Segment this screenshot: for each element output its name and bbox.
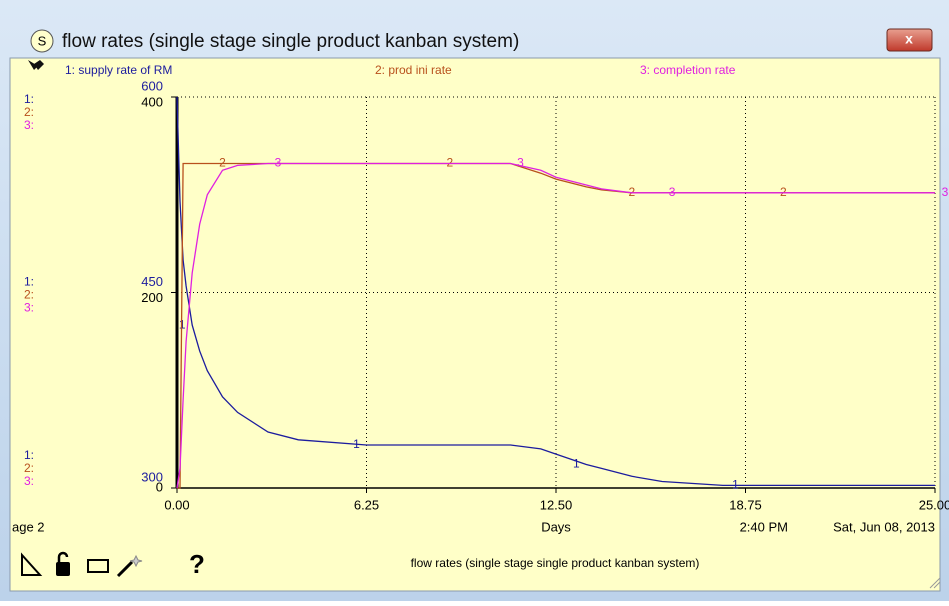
legend-entry: 2: prod ini rate <box>375 63 452 77</box>
page-icon[interactable] <box>21 552 43 576</box>
print-icon[interactable] <box>87 559 109 573</box>
lock-icon[interactable] <box>56 562 70 576</box>
curve-marker: 1 <box>353 437 360 451</box>
x-axis-label: Days <box>541 519 571 534</box>
x-tick-label: 0.00 <box>164 497 189 512</box>
time-label: 2:40 PM <box>740 519 788 534</box>
resize-grip[interactable] <box>929 577 941 589</box>
graph-pad <box>9 57 941 592</box>
curve-marker: 1 <box>732 478 739 492</box>
wand-spark <box>129 554 143 568</box>
app-icon-letter: S <box>38 33 47 48</box>
scale-marker: 2: <box>24 461 34 475</box>
close-button[interactable] <box>886 28 933 52</box>
y-tick-label: 600 <box>141 78 163 93</box>
toolbar <box>21 551 143 578</box>
x-tick-label: 25.00 <box>919 497 949 512</box>
curve-marker: 3 <box>669 185 676 199</box>
y-tick-label: 300 <box>141 469 163 484</box>
curve-marker: 2 <box>219 156 226 170</box>
graph-caption: flow rates (single stage single product … <box>411 556 700 570</box>
scale-marker: 2: <box>24 288 34 302</box>
help-button[interactable]: ? <box>189 549 205 579</box>
pin-icon <box>28 60 44 70</box>
series-line <box>176 96 935 487</box>
legend-entry: 3: completion rate <box>640 63 736 77</box>
scale-marker: 3: <box>24 118 34 132</box>
curve-marker: 2 <box>628 185 635 199</box>
curve-marker: 3 <box>275 156 282 170</box>
page-label: age 2 <box>12 519 45 534</box>
app-icon <box>30 29 54 53</box>
lock-shackle <box>57 551 69 562</box>
scale-marker: 1: <box>24 448 34 462</box>
x-tick-label: 12.50 <box>540 497 573 512</box>
x-tick-label: 6.25 <box>354 497 379 512</box>
x-tick-label: 18.75 <box>729 497 762 512</box>
curve-marker: 2 <box>447 156 454 170</box>
series-line <box>176 162 935 489</box>
wand-icon[interactable] <box>116 560 134 578</box>
date-label: Sat, Jun 08, 2013 <box>833 519 935 534</box>
curve-marker: 1 <box>179 317 186 331</box>
curve-marker: 3 <box>942 185 949 199</box>
y2-tick-label: 200 <box>141 290 163 305</box>
scale-marker: 1: <box>24 275 34 289</box>
curve-marker: 2 <box>780 185 787 199</box>
y2-tick-label: 0 <box>156 479 163 494</box>
scale-marker: 2: <box>24 105 34 119</box>
curve-marker: 3 <box>517 156 524 170</box>
close-label[interactable]: x <box>905 31 913 47</box>
curve-marker: 1 <box>573 457 580 471</box>
y-tick-label: 450 <box>141 274 163 289</box>
y2-tick-label: 400 <box>141 94 163 109</box>
scale-marker: 1: <box>24 92 34 106</box>
scale-marker: 3: <box>24 301 34 315</box>
scale-marker: 3: <box>24 474 34 488</box>
legend-entry: 1: supply rate of RM <box>65 63 172 77</box>
window-title: flow rates (single stage single product … <box>62 31 519 52</box>
